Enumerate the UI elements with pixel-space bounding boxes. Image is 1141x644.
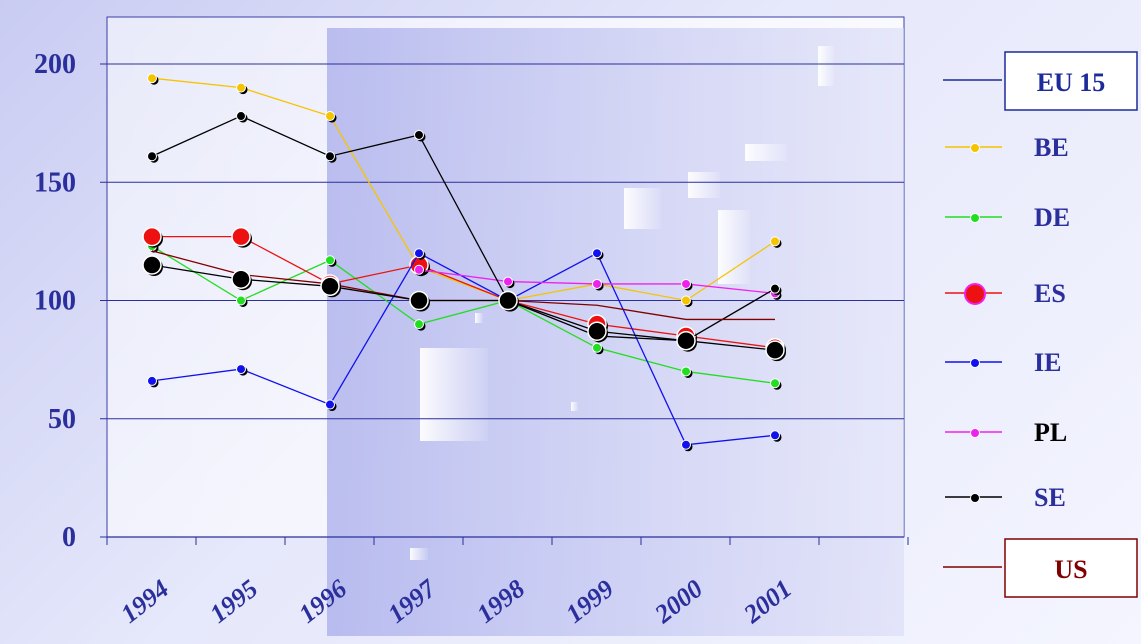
legend-marker-es	[964, 283, 986, 305]
legend-label-be: BE	[1034, 133, 1069, 162]
legend-label-eu-15: EU 15	[1037, 68, 1106, 97]
data-point-pl	[592, 278, 602, 289]
legend: EU 15 BE DE ES IE PL SE US	[943, 51, 1138, 598]
data-point-pl	[681, 278, 691, 289]
data-point-be	[770, 236, 780, 247]
legend-marker-be	[970, 143, 980, 153]
data-point-de	[236, 295, 246, 306]
series-line-be	[151, 77, 776, 302]
data-point-unlabeled	[676, 330, 696, 351]
data-point-be	[236, 82, 246, 93]
decor-block	[624, 188, 661, 229]
y-tick-label: 150	[34, 167, 76, 198]
legend-label-pl: PL	[1034, 418, 1067, 447]
legend-label-es: ES	[1034, 279, 1066, 308]
data-point-unlabeled	[765, 340, 785, 360]
legend-label-us: US	[1054, 555, 1087, 584]
data-point-ie	[236, 364, 246, 375]
data-point-ie	[770, 430, 780, 441]
data-point-ie	[414, 248, 424, 259]
data-point-unlabeled	[498, 290, 518, 311]
data-point-unlabeled	[320, 276, 340, 297]
legend-marker-pl	[970, 428, 980, 438]
legend-box-us	[1004, 538, 1138, 598]
legend-marker-ie	[970, 358, 980, 368]
decor-block	[745, 144, 787, 161]
decor-block	[420, 348, 488, 441]
y-tick-label: 100	[34, 286, 76, 317]
data-point-se	[414, 129, 424, 140]
data-point-se	[147, 151, 157, 162]
data-point-be	[325, 111, 335, 122]
series-lines	[142, 73, 786, 452]
series-line-ie	[151, 252, 776, 446]
x-tick-label: 1994	[115, 574, 174, 629]
decor-block	[571, 402, 578, 411]
data-point-unlabeled	[409, 290, 429, 311]
series-line-es	[152, 235, 776, 349]
data-point-unlabeled	[587, 321, 607, 341]
decor-block	[410, 548, 428, 560]
legend-box-eu-15	[1004, 51, 1138, 111]
series-line-se	[151, 115, 776, 342]
decor-block	[718, 210, 750, 284]
data-point-se	[325, 151, 335, 162]
data-point-de	[414, 319, 424, 330]
data-point-unlabeled	[231, 269, 251, 289]
shaded-region	[327, 28, 904, 636]
data-point-be	[147, 73, 157, 84]
series-line-unlabeled	[151, 264, 776, 351]
data-point-unlabeled	[142, 255, 162, 275]
legend-label-ie: IE	[1034, 348, 1061, 377]
data-point-ie	[681, 439, 691, 450]
decor-block	[818, 46, 834, 86]
data-point-es	[231, 226, 251, 247]
legend-marker-se	[970, 493, 980, 503]
legend-label-se: SE	[1034, 483, 1066, 512]
data-point-pl	[414, 264, 424, 275]
legend-label-de: DE	[1034, 203, 1070, 232]
series-line-de	[151, 245, 776, 384]
data-point-de	[770, 378, 780, 389]
decor-block	[688, 172, 720, 198]
data-point-ie	[592, 248, 602, 259]
data-point-de	[325, 255, 335, 266]
decor-block	[475, 313, 483, 323]
data-point-ie	[147, 375, 157, 386]
data-point-se	[236, 111, 246, 122]
data-point-de	[592, 342, 602, 353]
y-tick-label: 200	[34, 49, 76, 80]
y-tick-label: 50	[48, 404, 76, 435]
data-point-be	[681, 295, 691, 306]
data-point-de	[681, 366, 691, 377]
data-point-se	[770, 283, 780, 294]
decorative-blobs	[410, 46, 834, 560]
x-tick-label: 1995	[204, 574, 263, 629]
y-axis-ticks: 0 50 100 150 200	[34, 49, 107, 553]
data-point-pl	[503, 276, 513, 287]
legend-marker-de	[970, 213, 980, 223]
y-tick-label: 0	[62, 522, 76, 553]
data-point-es	[142, 226, 162, 247]
data-point-ie	[325, 399, 335, 410]
